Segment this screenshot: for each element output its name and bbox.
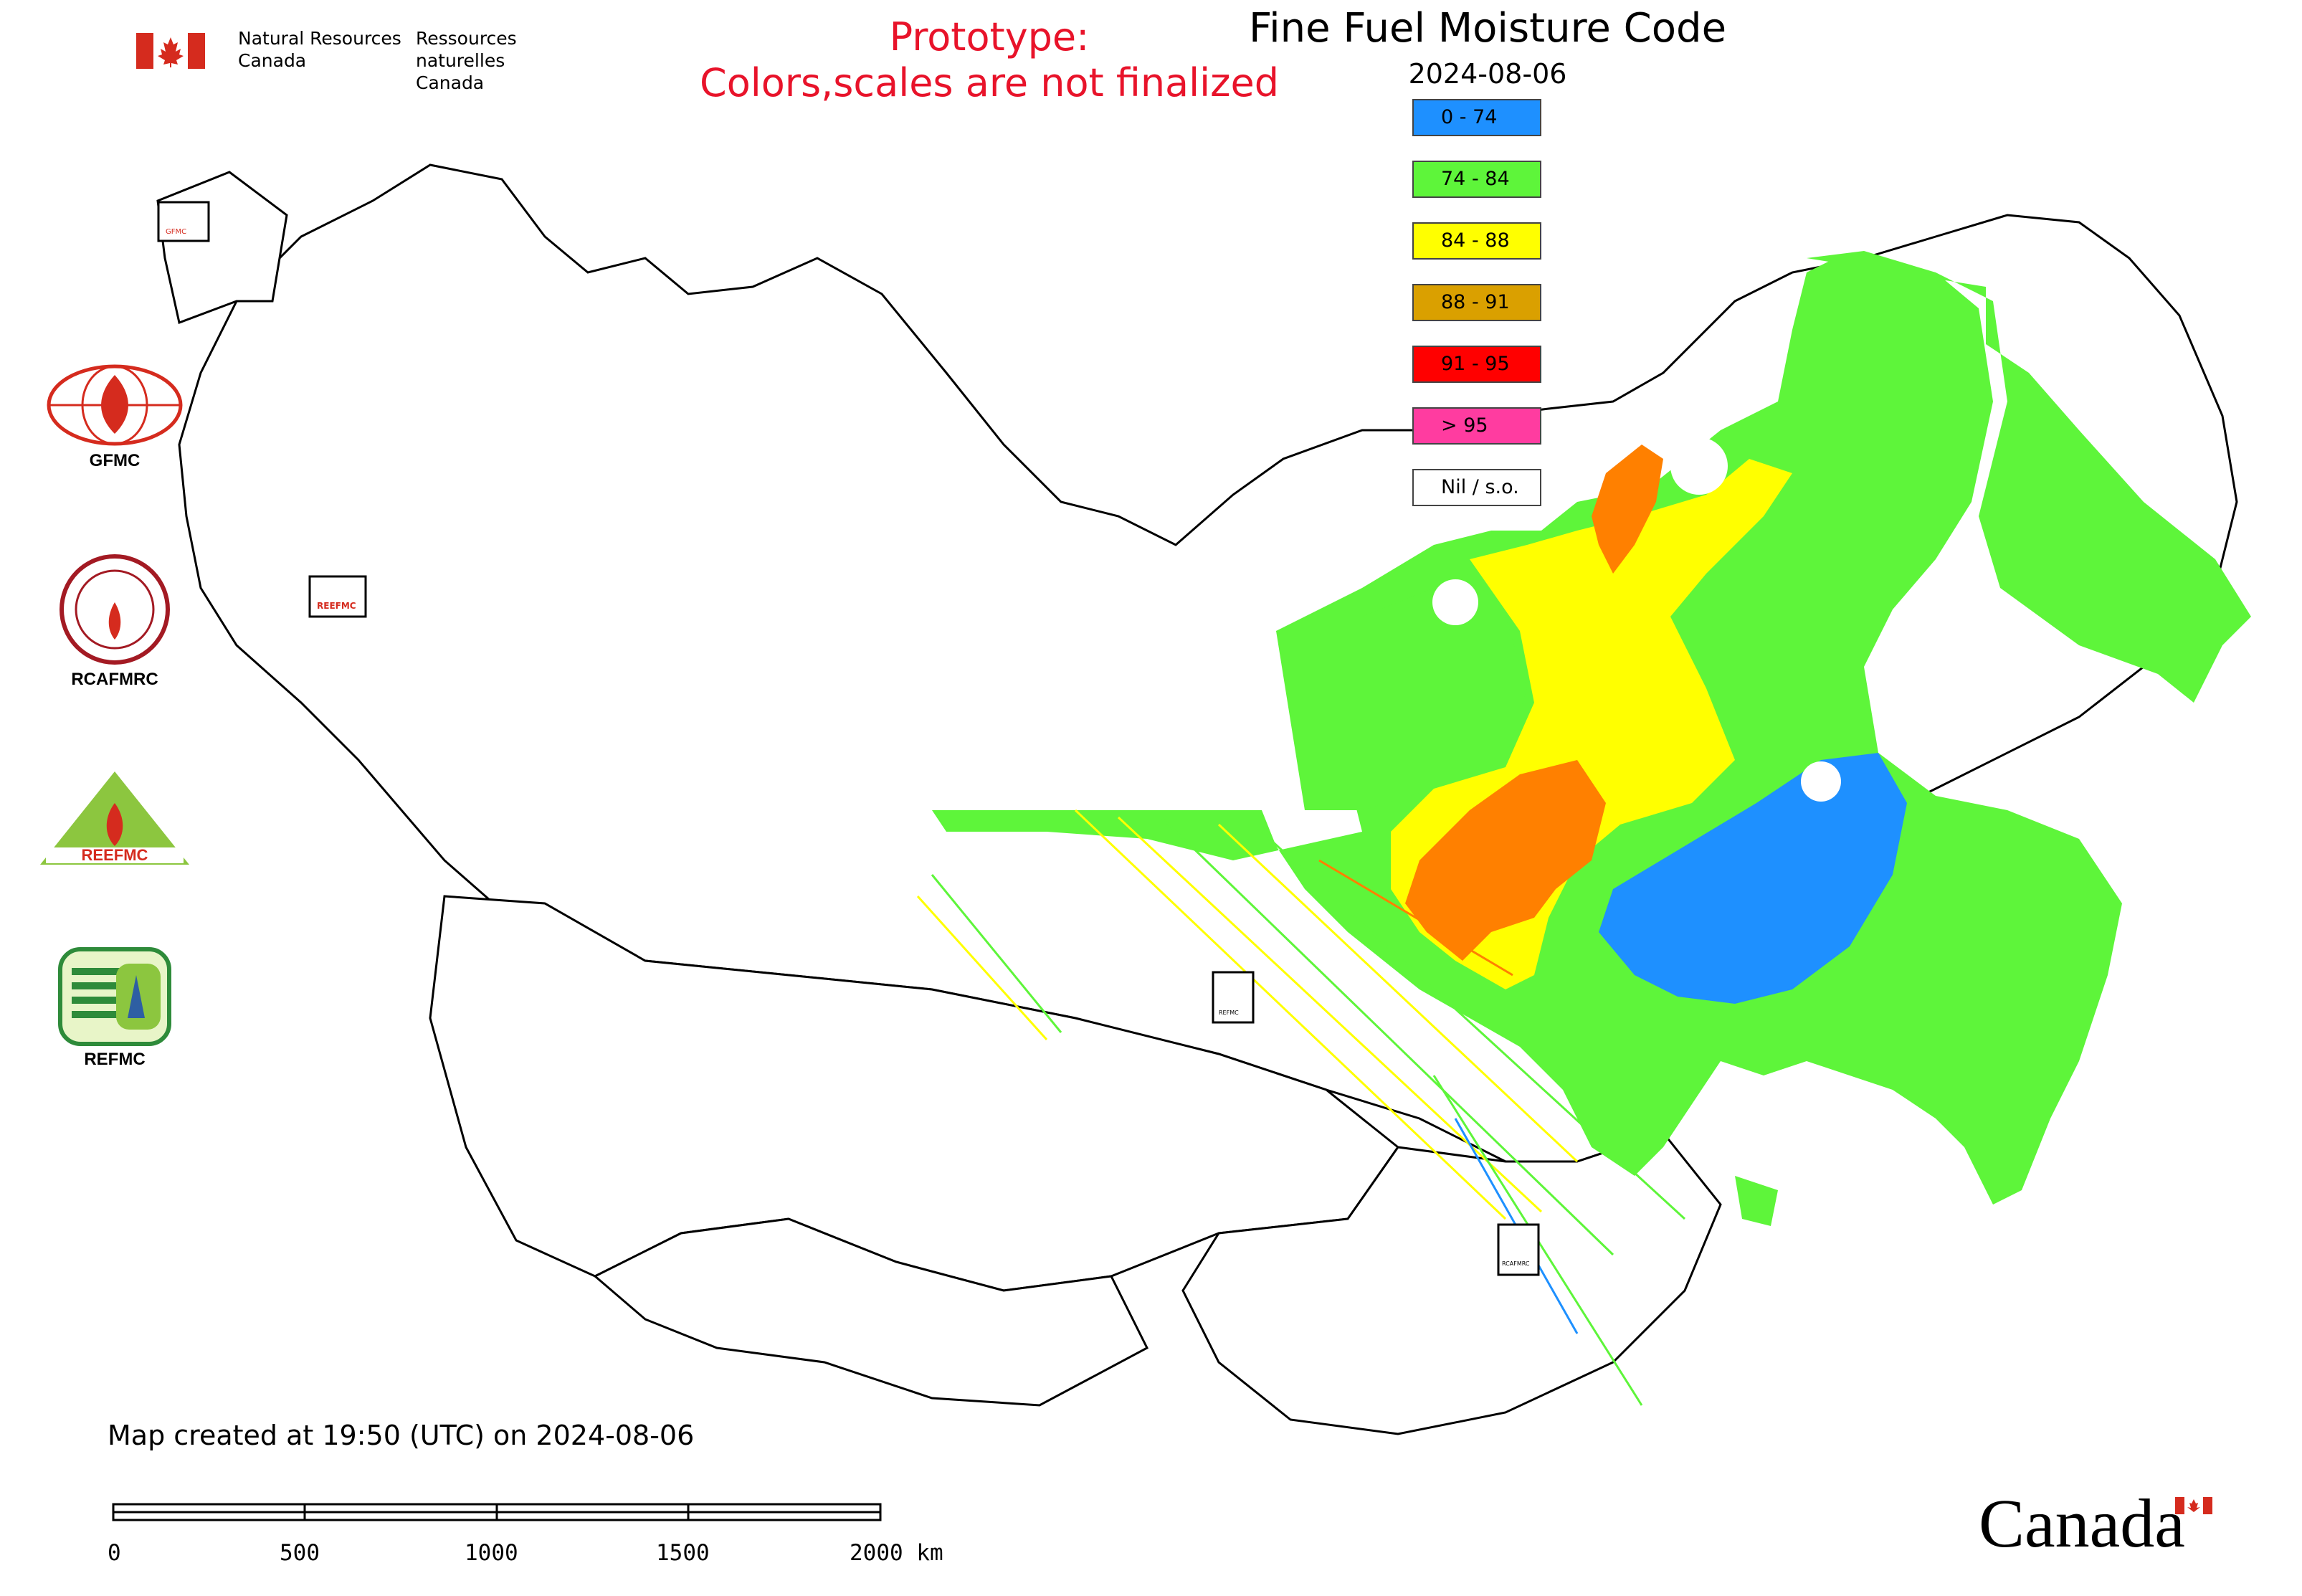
reefmc-triangle-icon: REEFMC — [40, 771, 189, 865]
nrcan-signature: Natural Resources Canada Ressources natu… — [136, 27, 602, 93]
nil-patch-1 — [1670, 437, 1728, 495]
prototype-line-1: Prototype: — [889, 14, 1090, 60]
reefmc-logo: REEFMC — [32, 767, 197, 875]
central-asia-outline — [593, 1217, 1148, 1407]
scale-tick-2000: 2000 km — [850, 1540, 943, 1566]
field-74-84-east — [1807, 251, 2251, 703]
refmc-logo: REFMC — [32, 946, 197, 1090]
marker-rcafmrc — [1497, 1223, 1540, 1276]
gfmc-caption: GFMC — [89, 451, 141, 470]
data-streaks — [916, 809, 1686, 1406]
scale-bar: 0 500 1000 1500 2000 km — [108, 1498, 968, 1585]
marker-gfmc-label: GFMC — [166, 228, 187, 236]
nil-patch-3 — [1432, 579, 1478, 625]
canada-wordmark-text: Canada — [1979, 1485, 2185, 1562]
field-74-84-south — [1735, 1176, 1778, 1226]
agency-name-fr: Ressources naturelles Canada — [416, 28, 517, 93]
center-markers — [157, 201, 1540, 1276]
legend-item-nil: Nil / s.o. — [1412, 469, 1541, 506]
rcafmrc-caption: RCAFMRC — [71, 670, 158, 689]
rcafmrc-seal-icon — [60, 554, 170, 665]
svg-text:REEFMC: REEFMC — [82, 846, 148, 864]
map-title: Fine Fuel Moisture Code — [1248, 5, 1727, 52]
rcafmrc-logo: RCAFMRC — [32, 552, 197, 689]
ffmc-fields — [932, 251, 2251, 1226]
marker-refmc — [1212, 971, 1255, 1024]
scale-tick-0: 0 — [108, 1540, 121, 1566]
scandinavia-outline — [156, 171, 288, 325]
field-88-91-north — [1592, 445, 1663, 574]
legend-item-74-84: 74 - 84 — [1412, 161, 1541, 198]
scale-tick-500: 500 — [280, 1540, 320, 1566]
field-0-74 — [1599, 753, 1907, 1004]
prototype-notice: Prototype: Colors,scales are not finaliz… — [645, 14, 1333, 106]
wordmark-flag-icon — [2175, 1497, 2212, 1514]
gfmc-globe-flame-icon — [47, 364, 183, 446]
scale-tick-1500: 1500 — [656, 1540, 710, 1566]
map-created-text: Map created at 19:50 (UTC) on 2024-08-06 — [108, 1420, 695, 1451]
map-date: 2024-08-06 — [1408, 58, 1567, 90]
legend-item-88-91: 88 - 91 — [1412, 284, 1541, 321]
legend-item-91-95: 91 - 95 — [1412, 346, 1541, 383]
marker-gfmc — [157, 201, 210, 242]
prototype-line-2: Colors,scales are not finalized — [700, 60, 1279, 105]
marker-reefmc-label: REEFMC — [317, 601, 356, 611]
agency-name-en: Natural Resources Canada — [238, 28, 401, 71]
canada-flag-icon — [136, 33, 205, 69]
gfmc-logo: GFMC — [32, 362, 197, 477]
field-88-91 — [1405, 760, 1606, 961]
nil-patch-2 — [1801, 761, 1841, 802]
field-74-84-west — [1276, 574, 1527, 810]
legend-item-0-74: 0 - 74 — [1412, 99, 1541, 136]
legend-item-84-88: 84 - 88 — [1412, 222, 1541, 260]
scale-tick-1000: 1000 — [465, 1540, 518, 1566]
refmc-sigma-icon — [58, 947, 171, 1046]
marker-refmc-label: REFMC — [1219, 1010, 1239, 1016]
marker-rcafmrc-label: RCAFMRC — [1502, 1260, 1530, 1267]
refmc-caption: REFMC — [84, 1050, 146, 1069]
marker-reefmc — [308, 575, 367, 618]
legend-item-gt-95: > 95 — [1412, 407, 1541, 445]
canada-wordmark: Canada — [1979, 1484, 2222, 1563]
scale-bar-graphic — [112, 1503, 882, 1521]
